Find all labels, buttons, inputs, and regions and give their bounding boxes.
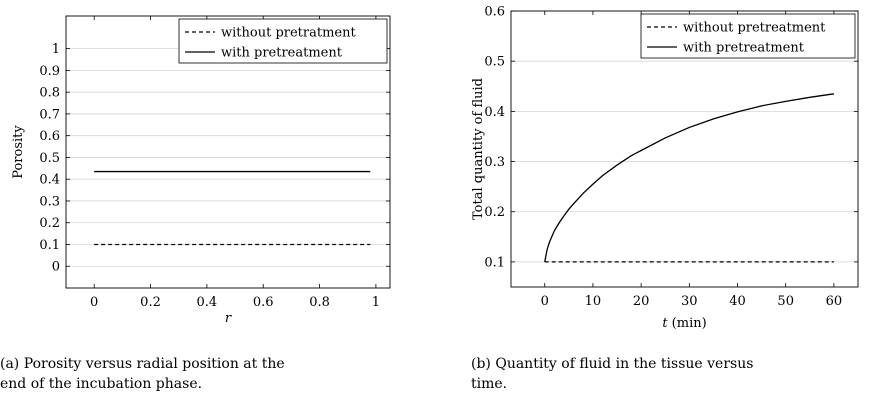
- y-tick-label: 0.3: [484, 155, 505, 170]
- caption-b: (b) Quantity of fluid in the tissue vers…: [471, 354, 753, 394]
- x-tick-label: 60: [826, 294, 843, 309]
- y-axis-label: Porosity: [11, 125, 26, 179]
- x-tick-label: 0.4: [197, 295, 218, 310]
- x-tick-label: 0.2: [140, 295, 161, 310]
- legend-box: [640, 13, 856, 59]
- legend-label: without pretratment: [221, 26, 356, 41]
- x-tick-label: 10: [585, 294, 602, 309]
- x-tick-label: 1: [372, 295, 380, 310]
- y-tick-label: 0.5: [39, 151, 60, 166]
- caption-a-line-2: end of the incubation phase.: [0, 376, 203, 392]
- x-tick-label: 0.6: [253, 295, 274, 310]
- series-line-with-pretreatment: [544, 93, 834, 263]
- y-tick-label: 0.3: [39, 194, 60, 209]
- y-tick-label: 0: [52, 260, 60, 275]
- caption-a-line-1: (a) Porosity versus radial position at t…: [0, 356, 285, 372]
- legend-label: with pretreatment: [221, 46, 343, 61]
- plot-frame: [65, 15, 391, 289]
- y-tick-label: 0.9: [39, 64, 60, 79]
- y-axis-label: Total quantity of fluid: [471, 78, 486, 220]
- x-tick-label: 50: [777, 294, 794, 309]
- y-tick-label: 0.4: [484, 105, 505, 120]
- caption-b-line-1: (b) Quantity of fluid in the tissue vers…: [471, 356, 754, 372]
- y-tick-label: 0.6: [484, 5, 505, 20]
- x-tick-label: 40: [729, 294, 746, 309]
- x-tick-label: 0: [541, 294, 549, 309]
- y-tick-label: 0.7: [39, 107, 60, 122]
- y-tick-label: 0.5: [484, 55, 505, 70]
- legend-label: without pretreatment: [683, 21, 826, 36]
- legend-label: with pretreatment: [683, 41, 805, 56]
- y-tick-label: 0.1: [39, 238, 60, 253]
- figure-canvas: 00.10.20.30.40.50.60.70.80.910 0.2 0.4 0.6 0…: [11, 5, 859, 331]
- y-tick-label: 1: [52, 42, 60, 57]
- x-axis-label: r: [225, 311, 232, 326]
- y-tick-label: 0.2: [39, 216, 60, 231]
- caption-a: (a) Porosity versus radial position at t…: [0, 354, 285, 394]
- caption-b-line-2: time.: [471, 376, 508, 392]
- legend-box: [178, 18, 388, 64]
- plot-frame: [510, 10, 859, 288]
- y-tick-label: 0.6: [39, 129, 60, 144]
- x-tick-label: 0.8: [309, 295, 330, 310]
- x-axis-unit: (min): [668, 316, 707, 331]
- chart-b: 0.1 0.2 0.3 0.4 0.5 0.6 0 10 20 30 40 50 60 t (min) To…: [471, 5, 859, 331]
- x-axis-variable: t: [662, 316, 668, 331]
- y-tick-label: 0.1: [484, 255, 505, 270]
- x-axis-label: t (min): [662, 316, 706, 331]
- x-tick-label: 0: [90, 295, 98, 310]
- y-tick-label: 0.4: [39, 173, 60, 188]
- chart-a: 0 0.1 0.2 0.3 0.4 0.5 0.6 0.7 0.8 0.9 1 0 0.2 0.4 0.6 0…: [11, 15, 391, 326]
- x-tick-label: 20: [633, 294, 650, 309]
- y-tick-label: 0.8: [39, 86, 60, 101]
- x-tick-label: 30: [681, 294, 698, 309]
- y-tick-label: 0.2: [484, 205, 505, 220]
